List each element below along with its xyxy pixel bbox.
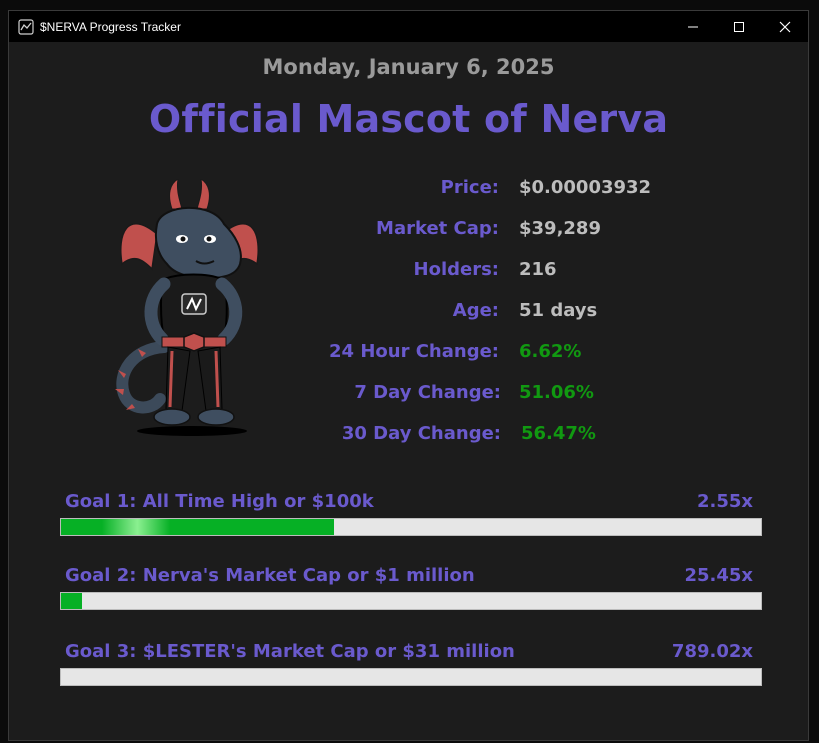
change-24h-value: 6.62% [519,341,582,362]
goal-1-progress-bar [60,518,762,536]
goal-1-progress-fill [61,519,334,535]
market-cap-value: $39,289 [519,218,601,239]
close-button[interactable] [762,11,808,42]
dragon-mascot-image [115,179,259,436]
goal-1-label: Goal 1: All Time High or $100k [65,491,374,512]
holders-label: Holders: [413,259,499,280]
minimize-icon [688,26,698,27]
goal-2-progress-fill [61,593,82,609]
close-icon [779,21,791,32]
change-24h-label: 24 Hour Change: [329,341,499,362]
change-7d-value: 51.06% [519,382,594,403]
market-cap-label: Market Cap: [376,218,499,239]
goal-2-progress-bar [60,592,762,610]
goal-2-label: Goal 2: Nerva's Market Cap or $1 million [65,565,475,586]
app-window: $NERVA Progress Tracker Monday, January … [8,10,809,741]
goal-2-multiplier: 25.45x [684,565,753,586]
change-7d-label: 7 Day Change: [354,382,501,403]
chart-icon [18,18,34,35]
change-30d-label: 30 Day Change: [341,423,501,444]
maximize-icon [734,21,744,32]
age-value: 51 days [519,300,598,321]
date-display: Monday, January 6, 2025 [262,55,555,79]
maximize-button[interactable] [716,11,762,42]
change-30d-value: 56.47% [521,423,596,444]
goal-3-label: Goal 3: $LESTER's Market Cap or $31 mill… [65,641,515,662]
holders-value: 216 [519,259,557,280]
goal-3-multiplier: 789.02x [671,641,753,662]
minimize-button[interactable] [670,11,716,42]
price-label: Price: [440,177,499,198]
title-bar[interactable]: $NERVA Progress Tracker [9,11,808,42]
goal-3-progress-bar [60,668,762,686]
goal-1-multiplier: 2.55x [696,491,753,512]
price-value: $0.00003932 [519,177,652,198]
window-title: $NERVA Progress Tracker [40,19,181,34]
page-title: Official Mascot of Nerva [148,97,669,141]
age-label: Age: [452,300,499,321]
